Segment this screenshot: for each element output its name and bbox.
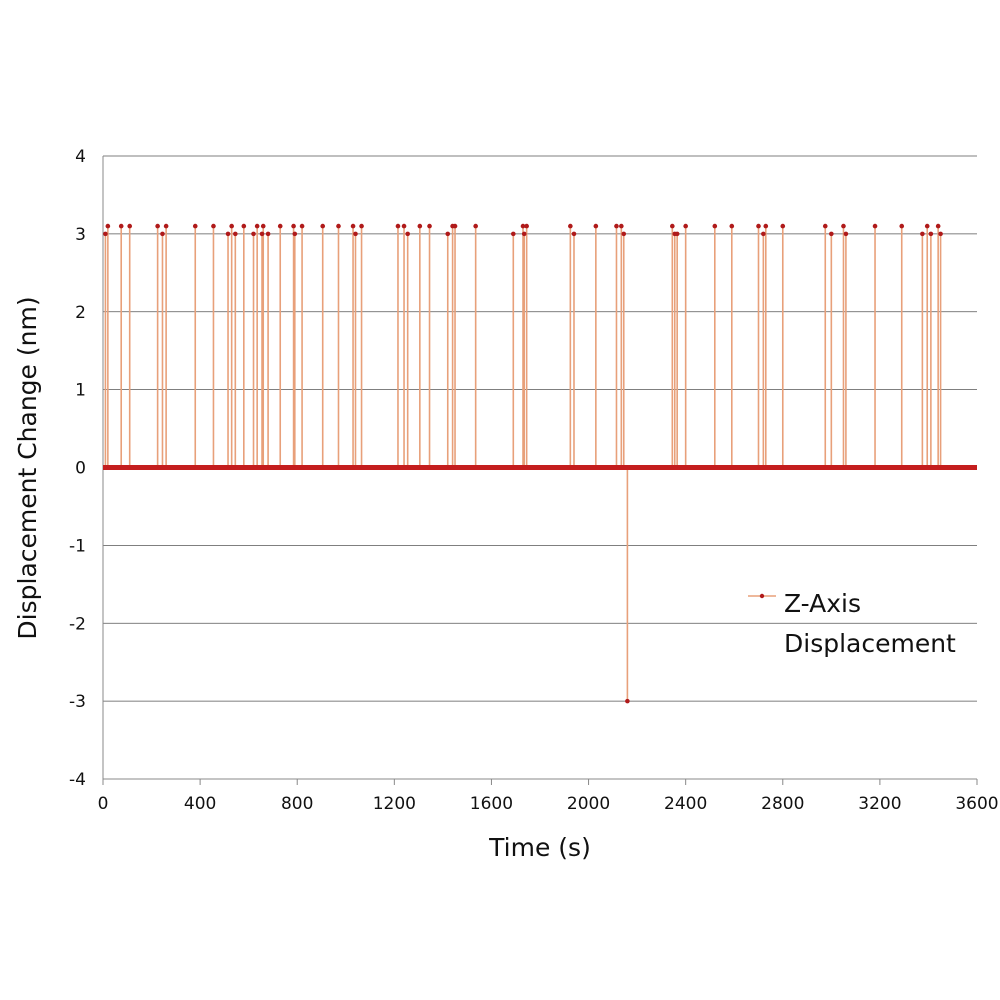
data-point <box>920 231 925 237</box>
data-point <box>259 231 265 237</box>
data-point <box>417 223 423 229</box>
data-point <box>822 223 828 229</box>
y-tick-label: 2 <box>75 303 86 323</box>
data-point <box>756 223 761 229</box>
x-tick-label: 400 <box>184 794 216 814</box>
y-tick-label: 1 <box>75 381 86 401</box>
x-tick-label: 3600 <box>955 794 998 814</box>
data-point <box>254 223 260 229</box>
data-point <box>445 231 451 237</box>
data-point <box>353 231 358 237</box>
data-point <box>251 231 256 237</box>
legend-label: Z-Axis Displacement <box>784 589 956 658</box>
data-point <box>510 231 516 237</box>
data-point <box>524 223 529 229</box>
x-tick-label: 3200 <box>858 794 901 814</box>
data-point <box>265 231 271 237</box>
data-point <box>899 223 905 229</box>
data-point <box>763 223 769 229</box>
x-tick-label: 0 <box>98 794 109 814</box>
y-axis-title: Displacement Change (nm) <box>13 296 42 639</box>
data-point <box>670 223 675 229</box>
data-point <box>843 231 849 237</box>
data-point <box>229 223 234 229</box>
data-point <box>614 223 619 229</box>
data-point <box>401 223 407 229</box>
y-tick-label: 0 <box>75 459 86 479</box>
x-tick-label: 2800 <box>761 794 804 814</box>
y-tick-label: 3 <box>75 225 86 245</box>
y-tick-label: -4 <box>69 770 86 790</box>
x-tick-label: 2400 <box>664 794 707 814</box>
data-point <box>225 231 231 237</box>
data-point <box>674 231 680 237</box>
x-tick-label: 800 <box>281 794 313 814</box>
legend-label-line-1: Z-Axis <box>784 589 861 618</box>
data-point <box>118 223 124 229</box>
data-point <box>593 223 599 229</box>
data-point <box>405 231 410 237</box>
data-point <box>359 223 364 229</box>
x-tick-label: 1600 <box>470 794 513 814</box>
y-tick-label: -1 <box>69 536 86 556</box>
data-point <box>292 231 298 237</box>
data-point <box>683 223 688 229</box>
data-point <box>841 223 846 229</box>
data-point <box>192 223 198 229</box>
data-point <box>829 231 834 237</box>
y-tick-label: -2 <box>69 614 86 634</box>
data-point <box>924 223 930 229</box>
legend: Z-Axis Displacement <box>748 589 956 658</box>
data-point <box>521 231 527 237</box>
data-point <box>350 223 356 229</box>
data-point <box>395 223 401 229</box>
data-point <box>427 223 432 229</box>
data-point <box>619 223 624 229</box>
tick-label-layer: 4 3 2 1 0 -1 -2 -3 -4 0 400 800 1200 1600 2000 2400 2800… <box>69 147 999 814</box>
data-point <box>938 231 943 237</box>
data-point <box>621 231 627 237</box>
data-point <box>452 223 458 229</box>
data-point <box>872 223 878 229</box>
data-point <box>473 223 478 229</box>
data-point <box>712 223 718 229</box>
data-point <box>260 223 266 229</box>
data-point <box>160 231 165 237</box>
legend-label-line-2: Displacement <box>784 629 956 658</box>
data-point <box>105 223 111 229</box>
data-point <box>520 223 526 229</box>
data-point <box>291 223 296 229</box>
data-point <box>155 223 160 229</box>
x-tick-label: 1200 <box>373 794 416 814</box>
data-point <box>211 223 216 229</box>
data-point <box>127 223 133 229</box>
data-point <box>571 231 577 237</box>
data-point <box>163 223 169 229</box>
data-point <box>233 231 238 237</box>
data-point <box>336 223 341 229</box>
data-point <box>103 231 108 237</box>
data-point <box>320 223 326 229</box>
legend-marker-swatch <box>759 593 765 599</box>
x-tick-label: 2000 <box>567 794 610 814</box>
data-point <box>241 223 247 229</box>
series-layer <box>103 223 977 704</box>
data-point <box>780 223 786 229</box>
data-point <box>729 223 735 229</box>
data-point <box>625 698 630 704</box>
y-tick-label: 4 <box>75 147 86 167</box>
data-point <box>299 223 305 229</box>
x-axis-title: Time (s) <box>488 833 591 862</box>
data-point <box>277 223 283 229</box>
data-point <box>761 231 766 237</box>
data-point <box>928 231 934 237</box>
data-point <box>568 223 573 229</box>
y-tick-label: -3 <box>69 692 86 712</box>
data-point <box>935 223 941 229</box>
